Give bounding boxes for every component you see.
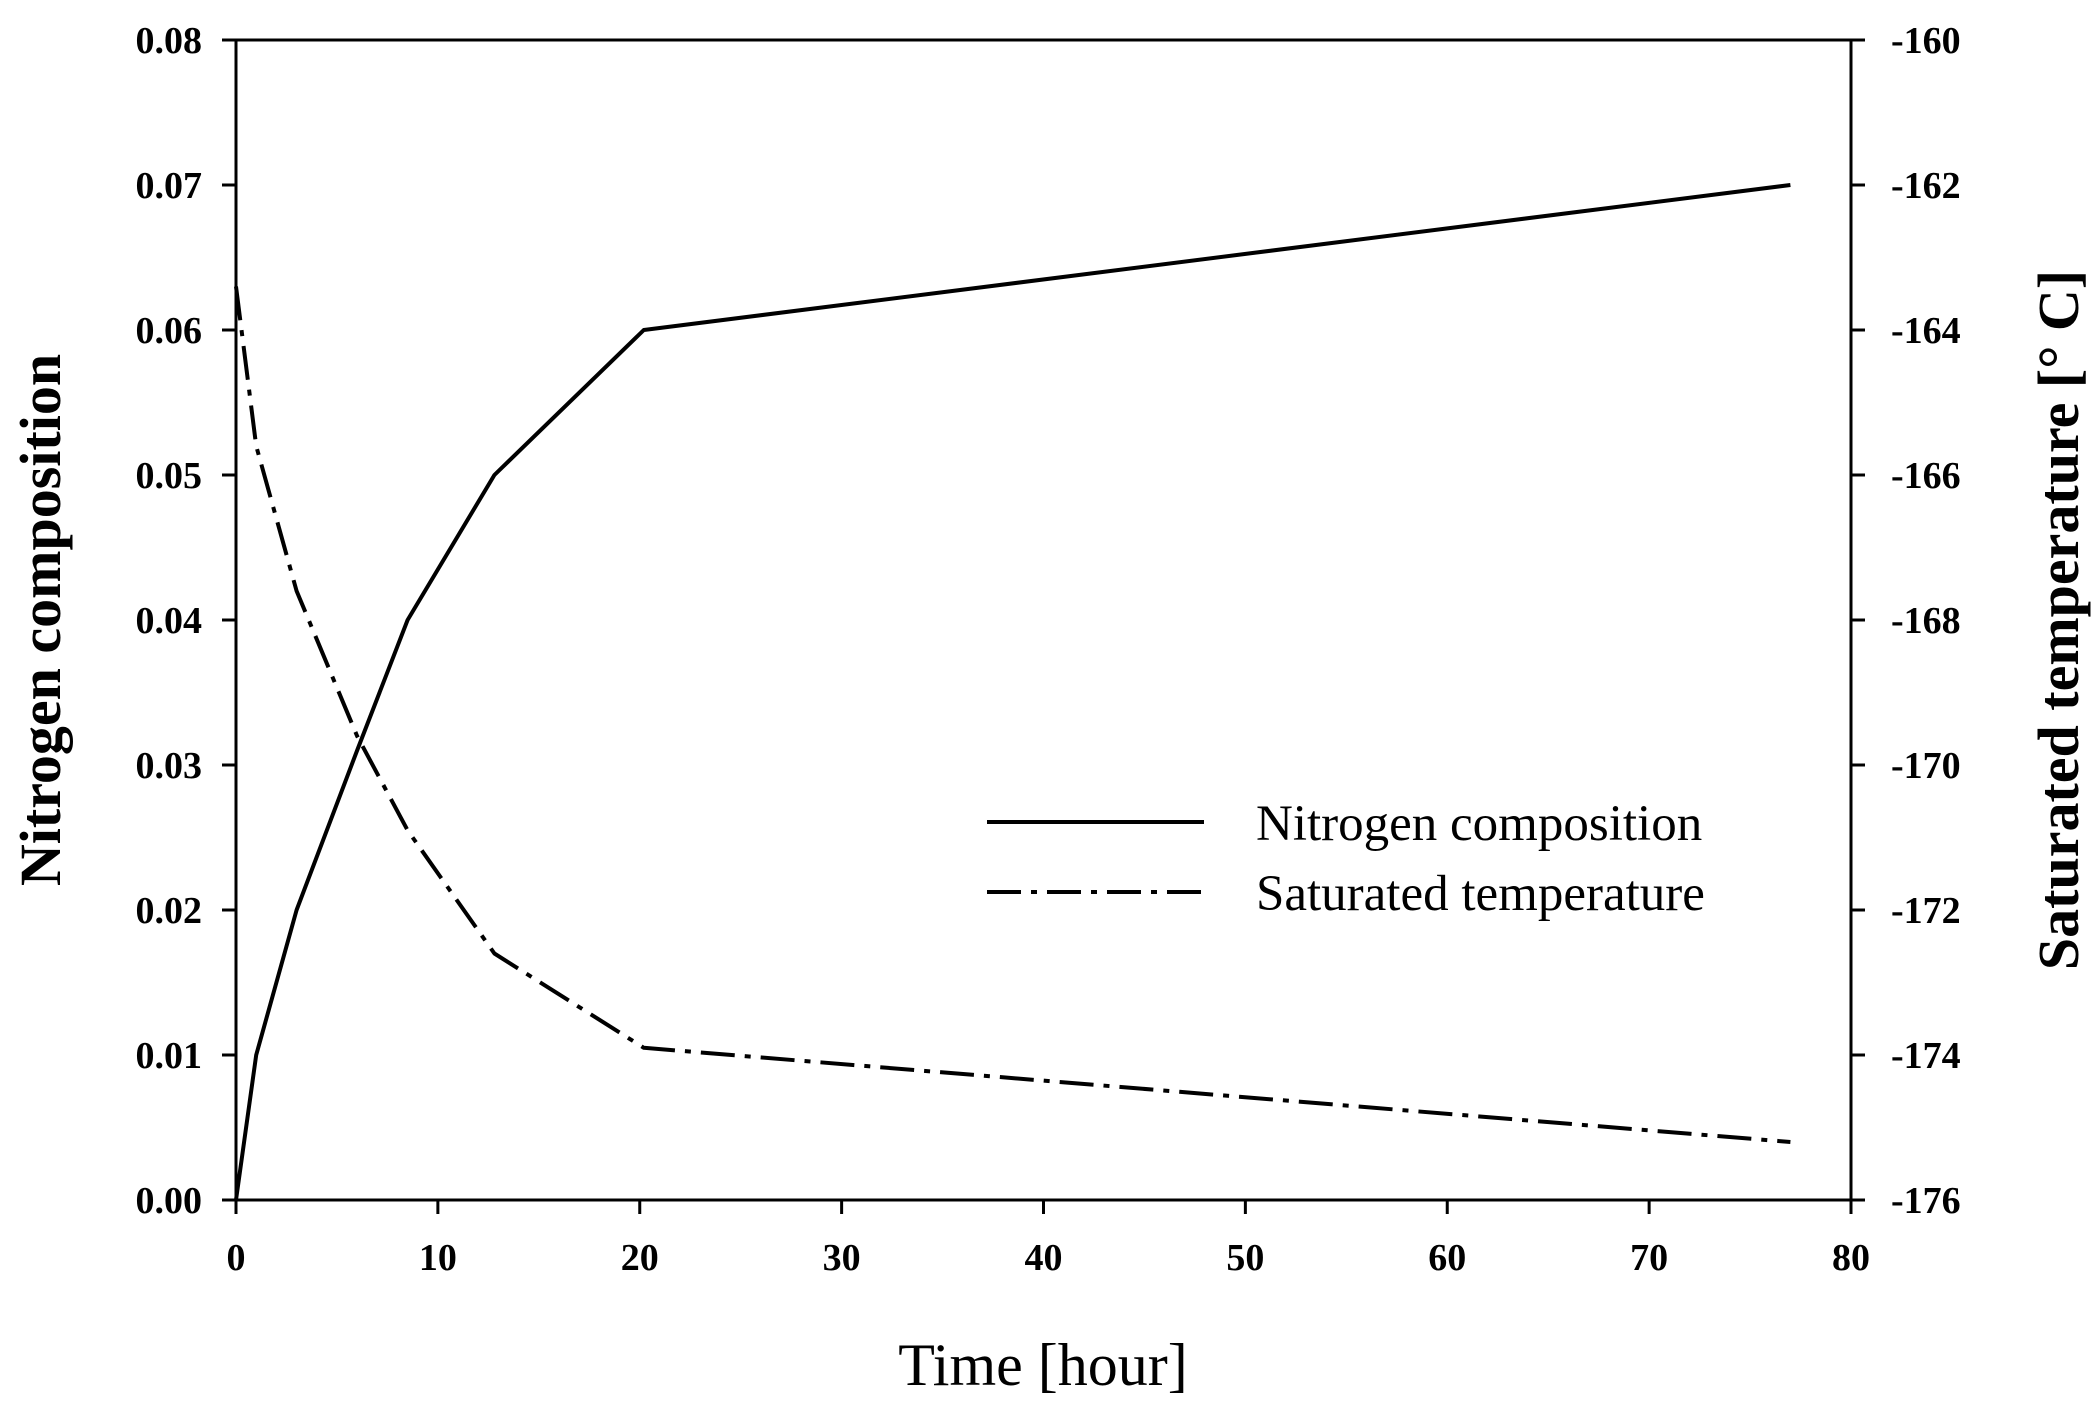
y2-tick-label-5: -166 <box>1891 455 1961 497</box>
series-line-saturated-temperature <box>234 286 1791 1144</box>
legend: Nitrogen composition Saturated temperatu… <box>987 796 1705 922</box>
series-layer <box>234 183 1791 1201</box>
y-tick-label-4: 0.04 <box>136 600 203 642</box>
y-tick-label-2: 0.02 <box>136 890 203 932</box>
y-tick-label-7: 0.07 <box>136 165 203 207</box>
plot-frame <box>234 38 1853 1202</box>
y-tick-label-3: 0.03 <box>136 745 203 787</box>
x-tick-label-6: 60 <box>1428 1237 1466 1279</box>
x-tick-label-0: 0 <box>227 1237 246 1279</box>
x-axis-title: Time [hour] <box>898 1332 1187 1398</box>
x-tick-label-1: 10 <box>419 1237 457 1279</box>
x-tick-label-7: 70 <box>1630 1237 1668 1279</box>
y2-tick-label-7: -162 <box>1891 165 1961 207</box>
x-tick-label-3: 30 <box>823 1237 861 1279</box>
x-tick-label-8: 80 <box>1832 1237 1870 1279</box>
x-tick-label-2: 20 <box>621 1237 659 1279</box>
y-tick-label-1: 0.01 <box>136 1035 203 1077</box>
y2-tick-label-0: -176 <box>1891 1180 1961 1222</box>
y-tick-label-5: 0.05 <box>136 455 203 497</box>
series-line-nitrogen-composition <box>234 183 1791 1201</box>
y-tick-label-6: 0.06 <box>136 310 203 352</box>
legend-label-nitrogen: Nitrogen composition <box>1256 796 1702 852</box>
y2-tick-label-6: -164 <box>1891 310 1961 352</box>
y-axis-left: 0.00 0.01 0.02 0.03 0.04 0.05 0.06 0.07 0.08 <box>136 20 236 1222</box>
y2-tick-label-1: -174 <box>1891 1035 1961 1077</box>
x-axis: 0 10 20 30 40 50 60 70 80 <box>227 1200 1870 1279</box>
y2-tick-label-3: -170 <box>1891 745 1961 787</box>
y-axis-title: Nitrogen composition <box>8 354 73 886</box>
y2-tick-label-4: -168 <box>1891 600 1961 642</box>
x-tick-label-5: 50 <box>1226 1237 1264 1279</box>
x-tick-label-4: 40 <box>1025 1237 1063 1279</box>
y2-tick-label-8: -160 <box>1891 20 1961 62</box>
y2-tick-label-2: -172 <box>1891 890 1961 932</box>
y-tick-label-0: 0.00 <box>136 1180 203 1222</box>
y-tick-label-8: 0.08 <box>136 20 203 62</box>
y-axis-right: -176 -174 -172 -170 -168 -166 -164 -162 -160 <box>1851 20 1961 1222</box>
y2-axis-title: Saturated temperature [° C] <box>2026 270 2091 970</box>
legend-label-temperature: Saturated temperature <box>1256 866 1705 922</box>
